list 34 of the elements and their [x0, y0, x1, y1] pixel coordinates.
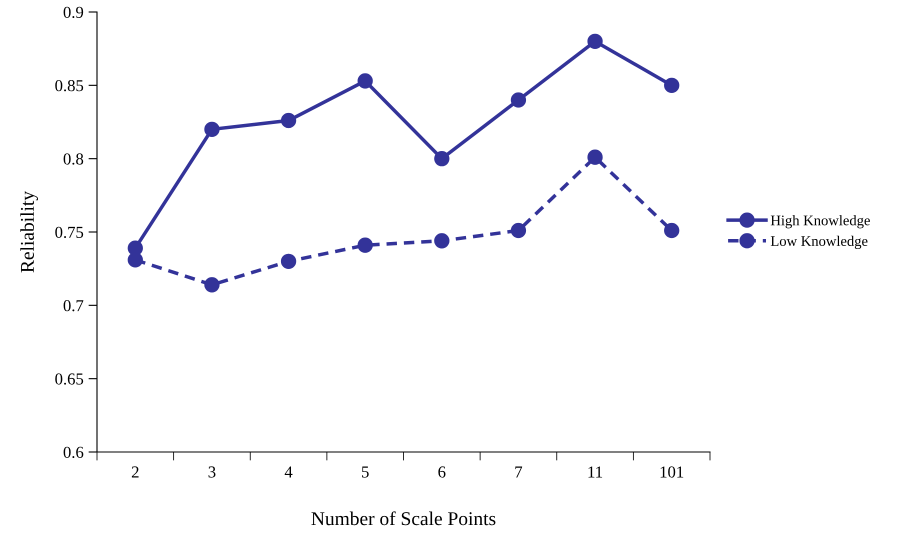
x-tick-label: 5: [362, 466, 369, 478]
point: [587, 150, 603, 165]
legend-label: Low Knowledge: [770, 236, 868, 249]
point: [510, 92, 526, 108]
y-axis-title: Reliability: [20, 191, 38, 272]
y-tick-label: 0.65: [55, 373, 84, 385]
x-tick-label: 4: [284, 466, 292, 478]
y-tick-label: 0.85: [55, 80, 84, 92]
point: [664, 222, 680, 238]
x-tick-label: 11: [588, 466, 602, 478]
x-tick-label: 6: [438, 466, 446, 478]
point: [204, 122, 220, 137]
point: [510, 222, 526, 238]
point: [204, 277, 220, 292]
point: [358, 73, 373, 89]
y-tick-label: 0.9: [64, 6, 84, 18]
y-tick-label: 0.8: [64, 153, 84, 165]
point: [587, 34, 603, 49]
y-tick-label: 0.7: [64, 300, 84, 312]
point: [664, 78, 680, 93]
x-tick-label: 2: [132, 466, 139, 478]
point: [434, 151, 450, 166]
x-tick-label: 7: [515, 466, 522, 478]
point: [358, 238, 373, 253]
y-tick-label: 0.6: [64, 446, 84, 458]
x-tick-label: 3: [208, 466, 216, 478]
x-axis-title: Number of Scale Points: [311, 511, 496, 526]
x-tick-label: 101: [660, 466, 684, 478]
y-tick-label: 0.75: [55, 226, 84, 238]
point: [280, 112, 296, 128]
point: [128, 252, 143, 268]
point: [434, 233, 450, 248]
point: [280, 254, 296, 269]
legend-label: High Knowledge: [770, 215, 870, 228]
